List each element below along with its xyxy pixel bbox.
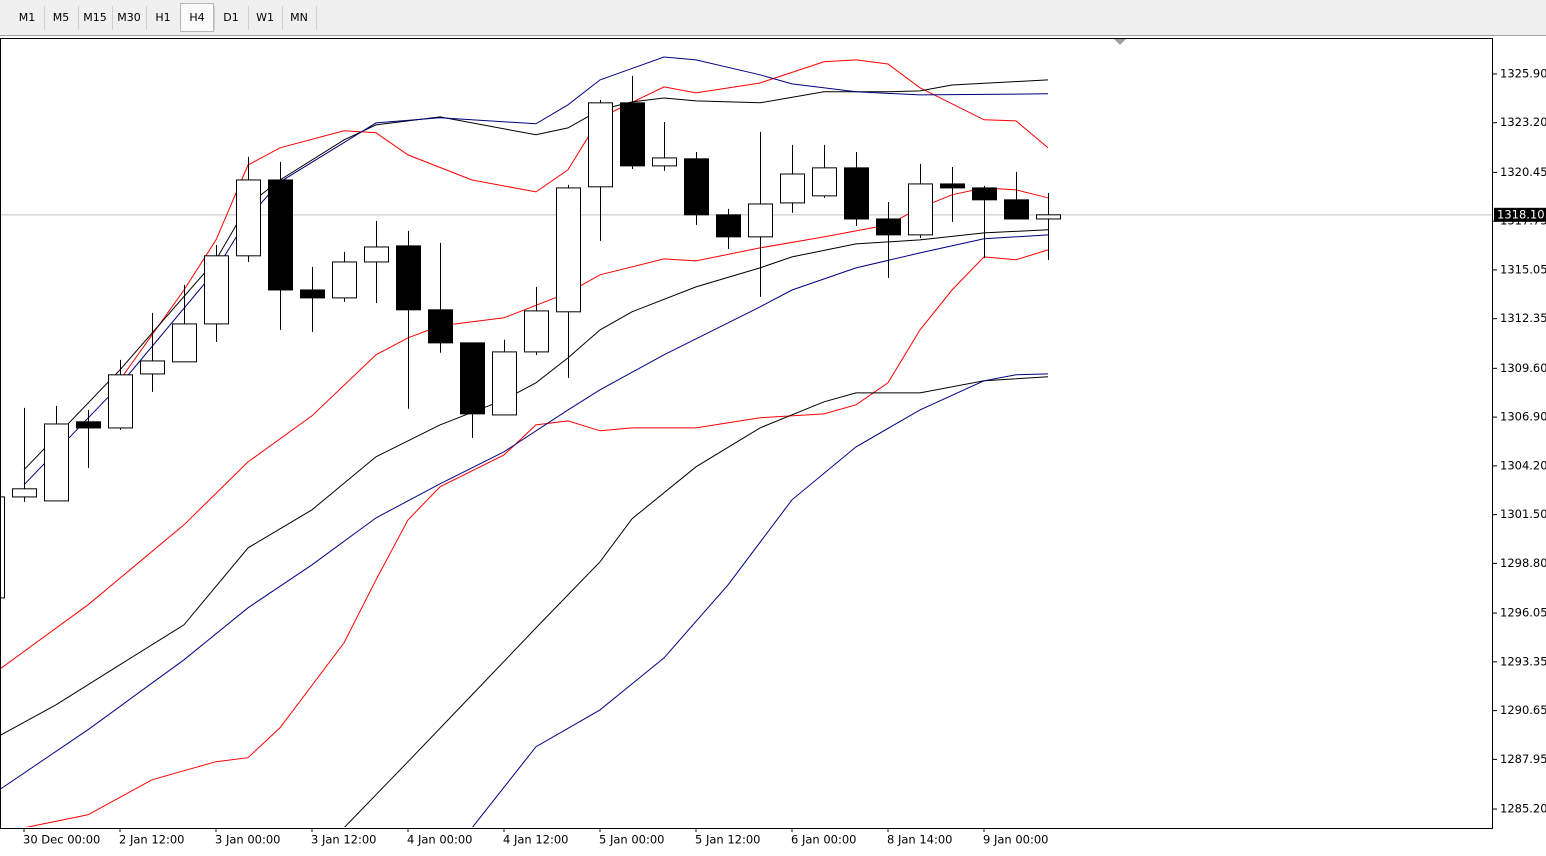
- current-price-box: [1494, 207, 1546, 222]
- candle-body: [204, 255, 229, 325]
- y-tick-label: 1285.20: [1500, 802, 1546, 816]
- indicator-line: [1, 234, 1049, 790]
- indicator-line: [344, 376, 1049, 827]
- x-tick-label: 3 Jan 12:00: [311, 833, 377, 847]
- candle-body: [524, 310, 549, 353]
- indicator-line: [471, 373, 1049, 827]
- timeframe-button[interactable]: H4: [189, 11, 204, 24]
- candle-body: [844, 167, 869, 220]
- candle-body: [364, 246, 389, 263]
- chart-shift-marker: [1114, 39, 1126, 45]
- y-tick-label: 1306.90: [1500, 410, 1546, 424]
- x-tick-label: 2 Jan 12:00: [119, 833, 185, 847]
- candle-body: [620, 102, 645, 167]
- candle-body: [492, 351, 517, 416]
- x-tick-label: 6 Jan 00:00: [791, 833, 857, 847]
- y-tick-label: 1315.05: [1500, 262, 1546, 276]
- candle-body: [460, 342, 485, 415]
- y-tick-label: 1301.50: [1500, 507, 1546, 521]
- y-tick-label: 1296.05: [1500, 606, 1546, 620]
- candle-body: [236, 179, 261, 257]
- candle-body: [140, 360, 165, 375]
- x-tick-label: 5 Jan 00:00: [599, 833, 665, 847]
- candle-body: [332, 261, 357, 299]
- candle-body: [940, 183, 965, 189]
- candle-body: [684, 158, 709, 216]
- timeframe-button[interactable]: W1: [256, 11, 274, 24]
- y-tick-label: 1290.65: [1500, 703, 1546, 717]
- x-tick-label: 5 Jan 12:00: [695, 833, 761, 847]
- y-tick-label: 1304.20: [1500, 458, 1546, 472]
- timeframe-button[interactable]: M1: [19, 11, 36, 24]
- candle-body: [268, 179, 293, 291]
- x-tick-label: 8 Jan 14:00: [887, 833, 953, 847]
- candle-body: [780, 173, 805, 204]
- x-tick-label: 3 Jan 00:00: [215, 833, 281, 847]
- candle-body: [556, 187, 581, 313]
- y-tick-label: 1323.20: [1500, 115, 1546, 129]
- y-tick-label: 1293.35: [1500, 654, 1546, 668]
- candle-body: [1, 496, 5, 599]
- candle-body: [876, 218, 901, 236]
- timeframe-button[interactable]: M30: [117, 11, 141, 24]
- candle-body: [172, 323, 197, 363]
- y-tick-label: 1309.60: [1500, 361, 1546, 375]
- y-tick-label: 1287.95: [1500, 752, 1546, 766]
- candle-body: [44, 423, 69, 502]
- candle-body: [428, 309, 453, 344]
- y-tick-label: 1298.80: [1500, 556, 1546, 570]
- candle-body: [748, 203, 773, 238]
- candle-body: [76, 421, 101, 429]
- candle-body: [812, 167, 837, 197]
- candle-body: [1036, 214, 1061, 220]
- x-tick-label: 30 Dec 00:00: [23, 833, 100, 847]
- candle-body: [972, 187, 997, 201]
- timeframe-button[interactable]: H1: [155, 11, 170, 24]
- timeframe-button[interactable]: MN: [290, 11, 308, 24]
- x-tick-label: 4 Jan 00:00: [407, 833, 473, 847]
- timeframe-button[interactable]: D1: [223, 11, 238, 24]
- candle-body: [300, 289, 325, 299]
- plot-frame: [0, 38, 1493, 829]
- y-tick-label: 1320.45: [1500, 165, 1546, 179]
- x-tick-label: 4 Jan 12:00: [503, 833, 569, 847]
- candle-body: [108, 374, 133, 429]
- indicator-line: [25, 249, 1049, 827]
- candle-body: [12, 488, 37, 498]
- indicator-line: [1, 187, 1049, 669]
- candle-body: [588, 102, 613, 188]
- candle-body: [1004, 199, 1029, 220]
- toolbar: [0, 0, 1546, 36]
- timeframe-bar: M1 M5 M15 M30 H1 H4 D1 W1 MN: [19, 3, 317, 32]
- current-price-label: 1318.10: [1497, 207, 1545, 221]
- candle-body: [908, 183, 933, 236]
- plot: [1, 56, 1492, 827]
- candle-body: [716, 214, 741, 238]
- y-tick-label: 1312.35: [1500, 311, 1546, 325]
- candle-body: [396, 245, 421, 311]
- candle-body: [652, 157, 677, 167]
- timeframe-button[interactable]: M15: [83, 11, 107, 24]
- y-tick-label: 1325.90: [1500, 66, 1546, 80]
- x-tick-label: 9 Jan 00:00: [983, 833, 1049, 847]
- indicator-line: [1, 229, 1049, 736]
- timeframe-active: [180, 3, 214, 32]
- timeframe-button[interactable]: M5: [53, 11, 70, 24]
